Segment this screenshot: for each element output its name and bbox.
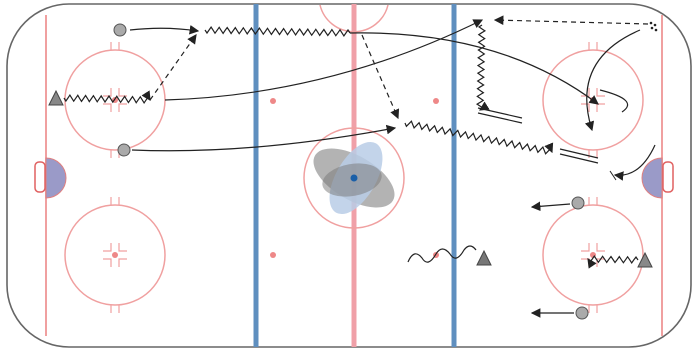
skate-with-puck bbox=[475, 24, 490, 111]
coach bbox=[637, 251, 653, 268]
faceoff-circle bbox=[542, 204, 644, 306]
skate-with-puck bbox=[63, 90, 151, 105]
pucks bbox=[649, 21, 658, 32]
dashed-arrow bbox=[361, 34, 400, 120]
player bbox=[571, 196, 585, 210]
players bbox=[48, 21, 658, 320]
pass-arrow bbox=[530, 201, 571, 212]
goal-net bbox=[34, 161, 46, 193]
center-logo bbox=[313, 141, 395, 215]
skate-with-puck bbox=[404, 120, 554, 155]
faceoff-circle bbox=[64, 204, 166, 306]
stop-mark bbox=[609, 170, 617, 181]
referee-crease bbox=[319, 4, 389, 33]
faceoff-circle bbox=[542, 49, 644, 151]
neutral-dot bbox=[270, 252, 276, 258]
neutral-dot bbox=[270, 98, 276, 104]
goal-net bbox=[662, 161, 674, 193]
skate-arrow bbox=[613, 144, 656, 181]
player bbox=[117, 143, 131, 157]
dashed-arrow bbox=[149, 34, 197, 101]
skate-arrow bbox=[349, 32, 599, 105]
skate-arrow bbox=[164, 19, 484, 101]
backward-skate bbox=[559, 148, 599, 164]
drill-paths bbox=[63, 15, 656, 318]
goal-crease bbox=[641, 157, 663, 199]
coach bbox=[476, 249, 492, 266]
dashed-arrow bbox=[493, 15, 649, 26]
skate-arrow bbox=[584, 29, 641, 132]
loop-skate bbox=[407, 245, 477, 263]
faceoff-dot bbox=[112, 252, 118, 258]
goal-crease bbox=[45, 157, 67, 199]
center-circle bbox=[303, 127, 405, 229]
hash-marks bbox=[103, 42, 127, 158]
player bbox=[575, 306, 589, 320]
skate-arrow bbox=[131, 124, 397, 152]
skate-with-puck bbox=[204, 26, 351, 37]
neutral-dot bbox=[433, 98, 439, 104]
skate-with-puck bbox=[587, 255, 639, 269]
pass-arrow bbox=[129, 24, 200, 35]
coach bbox=[48, 89, 64, 106]
hash-marks bbox=[103, 197, 127, 313]
player bbox=[113, 23, 127, 37]
skate-arrow bbox=[599, 89, 628, 113]
